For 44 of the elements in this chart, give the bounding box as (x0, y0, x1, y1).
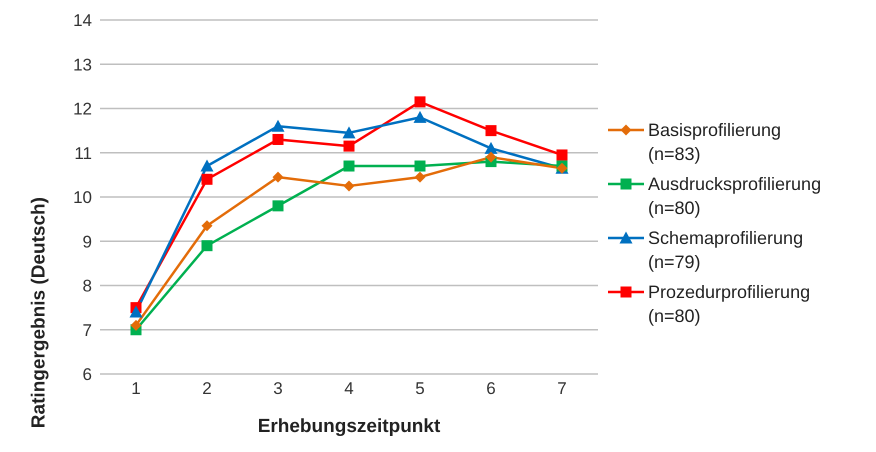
x-axis-title: Erhebungszeitpunkt (258, 416, 441, 437)
point (342, 126, 356, 138)
legend-label: Schemaprofilierung (n=79) (648, 227, 804, 274)
x-tick-label: 4 (344, 379, 354, 398)
point (272, 120, 284, 132)
x-tick-label: 5 (415, 379, 425, 398)
point (414, 110, 426, 123)
point (486, 125, 496, 136)
point (486, 152, 496, 163)
y-tick-label: 12 (73, 100, 92, 119)
point (344, 140, 354, 152)
legend-label: Ausdrucksprofilierung (n=80) (648, 173, 822, 220)
y-tick-label: 10 (73, 188, 92, 208)
y-tick-label: 6 (82, 365, 92, 384)
point (202, 174, 212, 185)
x-tick-label: 3 (273, 379, 283, 398)
x-tick-label: 7 (557, 379, 567, 398)
point (202, 220, 212, 232)
point (556, 149, 568, 160)
y-axis-title: Ratingergebnis (Deutsch) (28, 197, 50, 428)
point (272, 134, 284, 145)
point (344, 180, 354, 192)
point (484, 142, 498, 154)
y-tick-label: 8 (82, 276, 92, 296)
legend-label: Prozedurprofilierung (n=80) (648, 281, 812, 328)
y-tick-label: 7 (82, 320, 92, 340)
point (272, 200, 284, 212)
point (202, 240, 212, 252)
point (130, 306, 142, 318)
point (414, 172, 426, 183)
legend-label: Basisprofilierung (n=83) (648, 119, 782, 166)
point (414, 96, 426, 108)
point (344, 160, 354, 172)
x-tick-label: 2 (202, 379, 212, 398)
y-tick-label: 11 (74, 144, 92, 163)
point (272, 172, 284, 183)
point (200, 160, 214, 172)
y-tick-label: 9 (82, 232, 92, 252)
x-tick-label: 6 (486, 379, 496, 398)
x-tick-label: 1 (131, 379, 141, 398)
y-tick-label: 13 (73, 55, 92, 74)
point (130, 320, 142, 331)
y-tick-label: 14 (73, 11, 92, 30)
point (414, 160, 426, 172)
